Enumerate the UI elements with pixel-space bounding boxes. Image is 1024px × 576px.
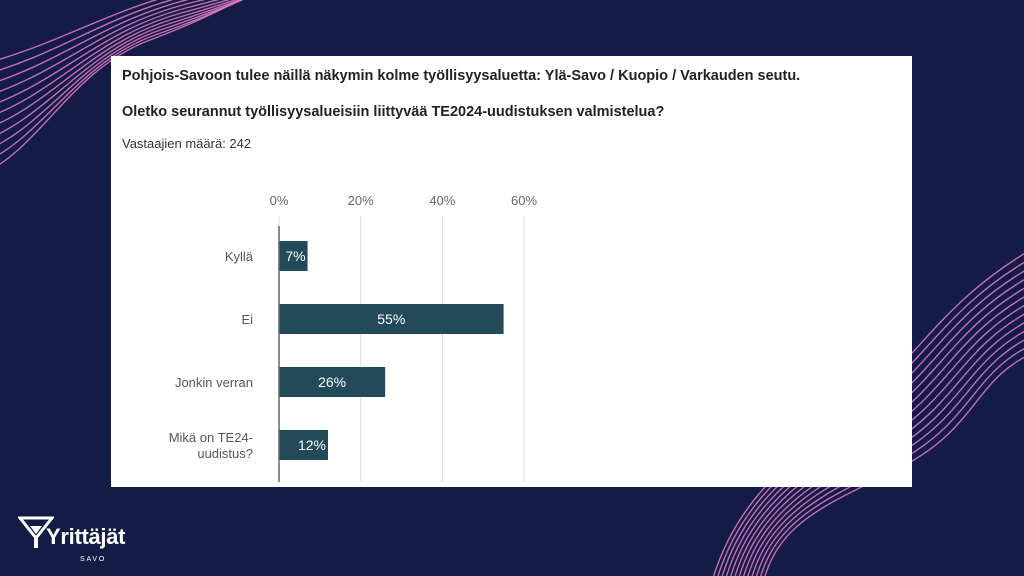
wave-line-top-left <box>0 0 244 155</box>
context-heading: Pohjois-Savoon tulee näillä näkymin kolm… <box>122 68 801 84</box>
yrittajat-logo: Yrittäjät SAVO <box>18 516 158 568</box>
x-tick-label: 0% <box>270 193 289 208</box>
survey-panel: Pohjois-Savoon tulee näillä näkymin kolm… <box>111 56 912 487</box>
data-label: 26% <box>318 374 346 390</box>
wave-line-top-left <box>0 0 242 165</box>
logo-region: SAVO <box>80 556 107 563</box>
bar <box>279 430 328 460</box>
x-tick-label: 60% <box>511 193 537 208</box>
wave-line-top-left <box>0 0 238 124</box>
question-heading: Oletko seurannut työllisyysalueisiin lii… <box>122 104 665 120</box>
respondent-count: Vastaajien määrä: 242 <box>122 136 252 151</box>
bar <box>279 241 308 271</box>
wave-line-top-left <box>0 0 174 71</box>
bar <box>279 304 504 334</box>
data-label: 55% <box>377 311 405 327</box>
category-label: Jonkin verran <box>175 375 253 390</box>
wave-line-top-left <box>0 0 206 92</box>
logo-name: Yrittäjät <box>46 524 126 549</box>
wave-line-top-left <box>0 0 231 114</box>
bar <box>279 367 386 397</box>
category-label: uudistus? <box>197 446 253 461</box>
category-label: Mikä on TE24- <box>169 430 253 445</box>
bar-chart: 0% 20% 40% 60% 7% Kyllä 55% Ei 26% Jonkin verran 1… <box>169 193 537 482</box>
category-label: Kyllä <box>225 249 254 264</box>
category-label: Ei <box>241 312 253 327</box>
wave-line-top-left <box>0 0 158 60</box>
yrittajat-logo-icon <box>18 516 54 548</box>
x-tick-label: 20% <box>348 193 374 208</box>
data-label: 12% <box>298 437 326 453</box>
x-tick-label: 40% <box>429 193 455 208</box>
wave-line-top-left <box>0 0 220 103</box>
wave-line-top-left <box>0 0 190 82</box>
wave-line-top-left <box>0 0 244 145</box>
wave-line-top-left <box>0 0 242 134</box>
data-label: 7% <box>285 248 305 264</box>
